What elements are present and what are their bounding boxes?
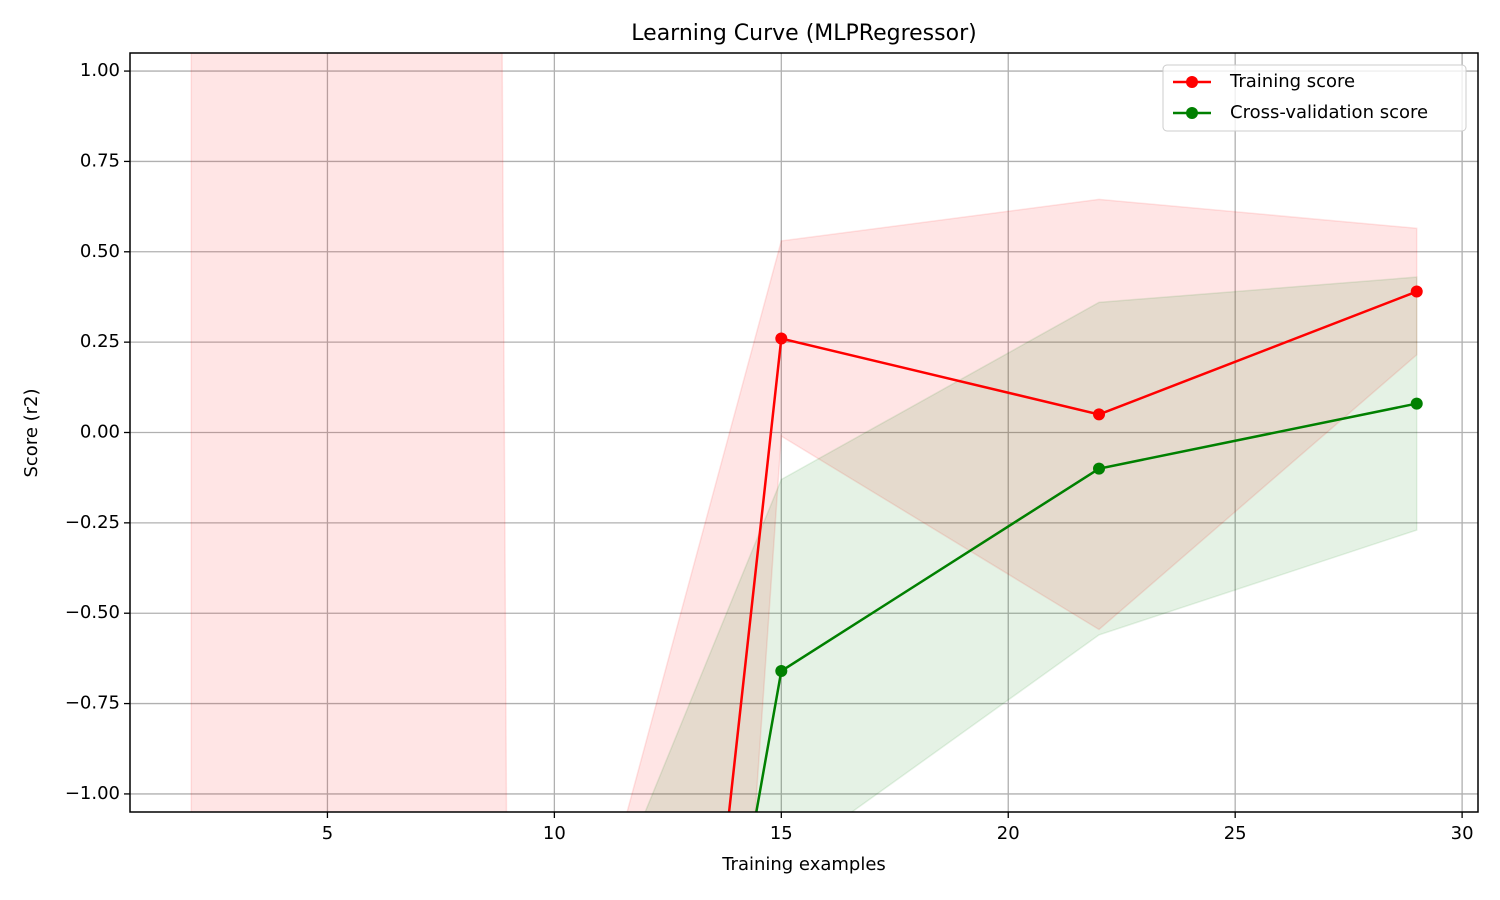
x-tick-label: 10 [543,823,566,844]
y-tick-label: 0.50 [80,241,120,262]
y-tick-label: −0.75 [65,693,120,714]
x-tick-label: 15 [770,823,793,844]
point [775,332,788,345]
y-tick-label: −0.50 [65,602,120,623]
point [1410,397,1423,410]
x-tick-label: 20 [997,823,1020,844]
y-tick-label: 0.25 [80,331,120,352]
std-band [190,53,1418,812]
chart-title: Learning Curve (MLPRegressor) [631,21,976,46]
grid [130,53,1478,812]
x-axis-label: Training examples [721,854,886,875]
y-tick-label: −0.25 [65,512,120,533]
point [775,665,788,678]
legend-marker [1186,76,1198,88]
y-tick-label: 0.75 [80,150,120,171]
y-tick-label: 1.00 [80,60,120,81]
legend-box [1162,64,1467,132]
legend-label: Cross-validation score [1230,102,1428,123]
legend-label: Training score [1229,71,1355,92]
ticks: 5 10 15 20 25 30 −1.00 −0.75 −0.50 −0.25 0.00 0.25 0… [65,60,1474,844]
x-tick-label: 25 [1224,823,1247,844]
plot-area [190,53,1423,812]
std-band [644,276,1418,812]
y-tick-label: −1.00 [65,783,120,804]
x-tick-label: 5 [322,823,333,844]
point [1410,285,1423,298]
legend-marker [1186,107,1198,119]
y-tick-label: 0.00 [80,422,120,443]
point [1093,408,1106,421]
legend: Training score Cross-validation score [1162,64,1467,132]
point [1093,462,1106,475]
x-tick-label: 30 [1451,823,1474,844]
y-axis-label: Score (r2) [21,388,42,477]
